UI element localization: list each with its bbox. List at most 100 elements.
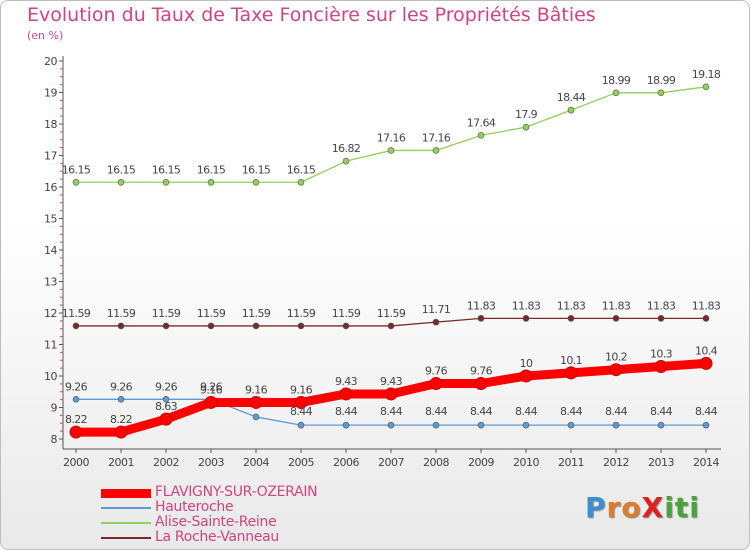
data-label: 11.59 [197, 307, 226, 320]
data-point [567, 421, 575, 429]
data-label: 8.44 [470, 405, 493, 418]
data-point [117, 396, 125, 403]
data-point [342, 157, 350, 165]
data-point [117, 322, 125, 330]
data-point [162, 396, 170, 403]
data-label: 9.16 [245, 383, 268, 396]
x-tick-label: 2006 [333, 456, 359, 469]
data-label: 9.43 [380, 375, 403, 388]
data-point [384, 387, 398, 401]
legend-swatch [101, 507, 151, 509]
data-point [612, 421, 620, 429]
data-label: 16.15 [242, 163, 271, 176]
data-point [612, 315, 620, 322]
data-point [702, 83, 710, 91]
data-point [612, 89, 620, 97]
y-tick-label: 9 [51, 402, 58, 415]
data-label: 10.2 [605, 351, 627, 364]
data-point [564, 366, 578, 380]
data-point [657, 315, 665, 322]
data-point [474, 377, 488, 391]
y-tick-label: 13 [44, 276, 57, 289]
data-point [159, 412, 173, 426]
data-label: 16.15 [107, 163, 136, 176]
legend-label: La Roche-Vanneau [155, 529, 279, 545]
data-point [252, 322, 260, 330]
data-point [72, 178, 80, 186]
data-label: 10.4 [695, 344, 718, 357]
data-point [294, 395, 308, 409]
data-label: 16.15 [287, 163, 316, 176]
data-label: 19.18 [692, 68, 721, 81]
data-label: 18.44 [557, 91, 586, 104]
data-label: 11.83 [602, 299, 631, 312]
data-label: 11.83 [512, 299, 541, 312]
data-point [429, 377, 443, 391]
data-point [204, 395, 218, 409]
x-tick-label: 2014 [693, 456, 719, 469]
data-point [702, 421, 710, 429]
data-label: 16.15 [62, 163, 91, 176]
data-label: 8.44 [650, 405, 673, 418]
data-label: 11.59 [152, 307, 181, 320]
data-point [249, 395, 263, 409]
logo-letter: o [621, 491, 642, 524]
data-point [702, 315, 710, 322]
data-label: 8.44 [605, 405, 628, 418]
data-point [522, 421, 530, 429]
data-label: 16.15 [197, 163, 226, 176]
legend-label: Hauteroche [155, 499, 234, 515]
data-point [387, 421, 395, 429]
logo-letter: t [674, 491, 690, 524]
x-tick-label: 2001 [108, 456, 134, 469]
data-label: 8.44 [560, 405, 583, 418]
unit-label: (en %) [27, 29, 64, 42]
data-label: 8.44 [425, 405, 448, 418]
data-point [72, 322, 80, 330]
data-label: 9.26 [110, 380, 133, 393]
data-label: 9.26 [155, 380, 178, 393]
x-tick-label: 2007 [378, 456, 404, 469]
y-tick-label: 16 [44, 181, 57, 194]
data-label: 8.44 [380, 405, 403, 418]
data-label: 11.59 [62, 307, 91, 320]
y-tick-label: 18 [44, 118, 57, 131]
data-label: 17.16 [377, 131, 406, 144]
data-point [387, 322, 395, 330]
data-point [477, 132, 485, 139]
data-label: 10.1 [560, 354, 582, 367]
data-label: 9.76 [470, 365, 493, 378]
data-label: 10.3 [650, 348, 673, 361]
data-label: 18.99 [647, 74, 676, 87]
data-point [432, 318, 440, 326]
data-label: 9.26 [200, 380, 223, 393]
logo-letter: X [641, 491, 665, 524]
data-point [162, 322, 170, 330]
data-point [432, 421, 440, 429]
logo-letter: r [606, 491, 622, 524]
data-label: 8.22 [110, 413, 132, 426]
data-label: 9.43 [335, 375, 358, 388]
x-tick-label: 2011 [558, 456, 584, 469]
data-label: 9.76 [425, 365, 448, 378]
x-tick-label: 2005 [288, 456, 314, 469]
x-tick-label: 2002 [153, 456, 179, 469]
data-point [567, 315, 575, 322]
data-point [114, 425, 128, 439]
data-label: 8.63 [155, 400, 178, 413]
data-point [657, 421, 665, 429]
data-point [297, 178, 305, 186]
data-point [432, 147, 440, 154]
y-tick-label: 19 [44, 87, 57, 100]
x-tick-label: 2010 [513, 456, 539, 469]
data-label: 9.16 [200, 383, 223, 396]
data-label: 8.44 [290, 405, 313, 418]
data-label: 11.59 [107, 307, 136, 320]
legend-swatch [101, 522, 151, 524]
data-label: 8.22 [65, 413, 87, 426]
y-tick-label: 11 [44, 339, 57, 352]
chart-title: Evolution du Taux de Taxe Foncière sur l… [27, 4, 596, 26]
logo-letter: i [689, 491, 700, 524]
data-label: 11.83 [692, 299, 721, 312]
